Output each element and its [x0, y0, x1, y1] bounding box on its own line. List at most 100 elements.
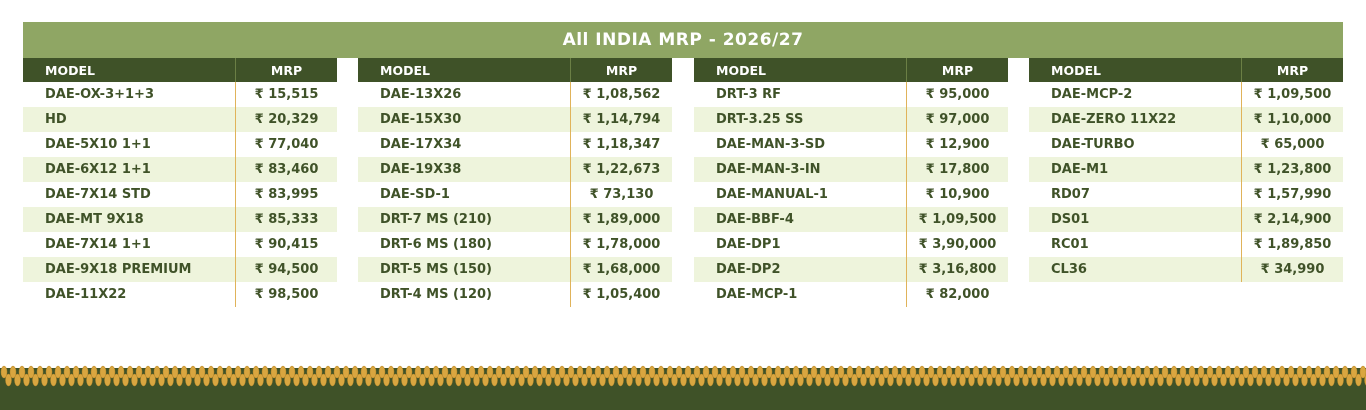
mrp-cell: ₹ 12,900 [925, 137, 990, 152]
mrp-cell: ₹ 1,57,990 [1253, 187, 1332, 202]
model-cell: DAE-DP1 [694, 232, 907, 257]
mrp-cell: ₹ 82,000 [925, 287, 990, 302]
model-cell: DRT-3 RF [694, 82, 907, 107]
model-header: MODEL [23, 58, 236, 82]
table-row: CL36 ₹ 34,990 [1029, 257, 1343, 282]
mrp-cell: ₹ 85,333 [235, 207, 337, 232]
model-cell: DAE-OX-3+1+3 [23, 82, 236, 107]
table-row: DAE-15X30 ₹ 1,14,794 [358, 107, 672, 132]
table-row: DAE-7X14 STD ₹ 83,995 [23, 182, 337, 207]
mrp-cell: ₹ 1,68,000 [570, 257, 672, 282]
mrp-cell: ₹ 1,22,673 [570, 157, 672, 182]
table-row: DAE-MAN-3-SD ₹ 12,900 [694, 132, 1008, 157]
mrp-cell: ₹ 90,415 [254, 237, 319, 252]
table-row: DRT-6 MS (180) ₹ 1,78,000 [358, 232, 672, 257]
table-row: DRT-3.25 SS ₹ 97,000 [694, 107, 1008, 132]
model-header: MODEL [1029, 58, 1242, 82]
model-cell: DS01 [1029, 207, 1242, 232]
model-cell: DAE-15X30 [358, 107, 571, 132]
model-cell: DAE-DP2 [694, 257, 907, 282]
mrp-cell: ₹ 77,040 [254, 137, 319, 152]
table-row: DAE-M1 ₹ 1,23,800 [1029, 157, 1343, 182]
model-cell: DAE-ZERO 11X22 [1029, 107, 1242, 132]
model-cell: DAE-9X18 PREMIUM [23, 257, 236, 282]
price-table-2: MODEL MRP DAE-13X26 ₹ 1,08,562 DAE-15X30 ₹… [358, 58, 672, 307]
model-cell: DRT-4 MS (120) [358, 282, 571, 307]
mrp-cell: ₹ 15,515 [254, 87, 319, 102]
mrp-header: MRP [235, 58, 337, 82]
model-cell: DAE-TURBO [1029, 132, 1242, 157]
model-cell: CL36 [1029, 257, 1242, 282]
table-row: DRT-3 RF ₹ 95,000 [694, 82, 1008, 107]
mrp-cell: ₹ 83,460 [235, 157, 337, 182]
mrp-cell: ₹ 1,09,500 [1253, 87, 1332, 102]
model-header: MODEL [358, 58, 571, 82]
table-row: DAE-MCP-1 ₹ 82,000 [694, 282, 1008, 307]
model-cell: DAE-6X12 1+1 [23, 157, 236, 182]
table-row: DRT-7 MS (210) ₹ 1,89,000 [358, 207, 672, 232]
mrp-cell: ₹ 1,18,347 [582, 137, 661, 152]
table-row: RC01 ₹ 1,89,850 [1029, 232, 1343, 257]
mrp-header: MRP [570, 58, 672, 82]
table-row: DAE-MT 9X18 ₹ 85,333 [23, 207, 337, 232]
model-cell: DAE-5X10 1+1 [23, 132, 236, 157]
table-row: DAE-MCP-2 ₹ 1,09,500 [1029, 82, 1343, 107]
model-cell: DAE-M1 [1029, 157, 1242, 182]
table-row: DAE-DP1 ₹ 3,90,000 [694, 232, 1008, 257]
model-cell: DAE-BBF-4 [694, 207, 907, 232]
table-row: DRT-5 MS (150) ₹ 1,68,000 [358, 257, 672, 282]
mrp-cell: ₹ 65,000 [1260, 137, 1325, 152]
table-row: DAE-OX-3+1+3 ₹ 15,515 [23, 82, 337, 107]
mrp-cell: ₹ 2,14,900 [1241, 207, 1343, 232]
table-row: DAE-13X26 ₹ 1,08,562 [358, 82, 672, 107]
table-row: DAE-ZERO 11X22 ₹ 1,10,000 [1029, 107, 1343, 132]
model-cell: DAE-7X14 1+1 [23, 232, 236, 257]
mrp-cell: ₹ 95,000 [925, 87, 990, 102]
model-cell: DAE-MCP-2 [1029, 82, 1242, 107]
price-table-4: MODEL MRP DAE-MCP-2 ₹ 1,09,500 DAE-ZERO 1… [1029, 58, 1343, 282]
mrp-cell: ₹ 10,900 [925, 187, 990, 202]
model-cell: RC01 [1029, 232, 1242, 257]
mrp-cell: ₹ 1,05,400 [582, 287, 661, 302]
mrp-cell: ₹ 17,800 [906, 157, 1008, 182]
mrp-header: MRP [906, 58, 1008, 82]
page-title: All INDIA MRP - 2026/27 [23, 22, 1343, 58]
table-row: DAE-7X14 1+1 ₹ 90,415 [23, 232, 337, 257]
table-row: DAE-9X18 PREMIUM ₹ 94,500 [23, 257, 337, 282]
table-row: DAE-11X22 ₹ 98,500 [23, 282, 337, 307]
model-cell: DAE-19X38 [358, 157, 571, 182]
model-cell: DRT-7 MS (210) [358, 207, 571, 232]
mrp-cell: ₹ 1,89,850 [1253, 237, 1332, 252]
table-row: DAE-SD-1 ₹ 73,130 [358, 182, 672, 207]
model-cell: DAE-MT 9X18 [23, 207, 236, 232]
mrp-cell: ₹ 1,08,562 [582, 87, 661, 102]
model-cell: DAE-MAN-3-SD [694, 132, 907, 157]
table-row: DAE-BBF-4 ₹ 1,09,500 [694, 207, 1008, 232]
table-row: DAE-17X34 ₹ 1,18,347 [358, 132, 672, 157]
table-row: DAE-MAN-3-IN ₹ 17,800 [694, 157, 1008, 182]
price-table-1: MODEL MRP DAE-OX-3+1+3 ₹ 15,515 HD ₹ 20,32… [23, 58, 337, 307]
model-cell: DAE-MAN-3-IN [694, 157, 907, 182]
model-cell: DAE-11X22 [23, 282, 236, 307]
table-row: DAE-TURBO ₹ 65,000 [1029, 132, 1343, 157]
model-header: MODEL [694, 58, 907, 82]
table-row: DAE-MANUAL-1 ₹ 10,900 [694, 182, 1008, 207]
mrp-cell: ₹ 34,990 [1241, 257, 1343, 282]
model-cell: DAE-7X14 STD [23, 182, 236, 207]
mrp-cell: ₹ 94,500 [235, 257, 337, 282]
price-table-3: MODEL MRP DRT-3 RF ₹ 95,000 DRT-3.25 SS ₹ … [694, 58, 1008, 307]
model-cell: DRT-3.25 SS [694, 107, 907, 132]
table-row: DRT-4 MS (120) ₹ 1,05,400 [358, 282, 672, 307]
table-row: DAE-6X12 1+1 ₹ 83,460 [23, 157, 337, 182]
model-cell: DRT-5 MS (150) [358, 257, 571, 282]
mrp-cell: ₹ 3,16,800 [906, 257, 1008, 282]
mrp-cell: ₹ 1,14,794 [570, 107, 672, 132]
table-row: HD ₹ 20,329 [23, 107, 337, 132]
table-row: DAE-DP2 ₹ 3,16,800 [694, 257, 1008, 282]
mrp-cell: ₹ 97,000 [906, 107, 1008, 132]
model-cell: DAE-MANUAL-1 [694, 182, 907, 207]
table-row: DS01 ₹ 2,14,900 [1029, 207, 1343, 232]
mrp-cell: ₹ 83,995 [254, 187, 319, 202]
model-cell: HD [23, 107, 236, 132]
mrp-header: MRP [1241, 58, 1343, 82]
